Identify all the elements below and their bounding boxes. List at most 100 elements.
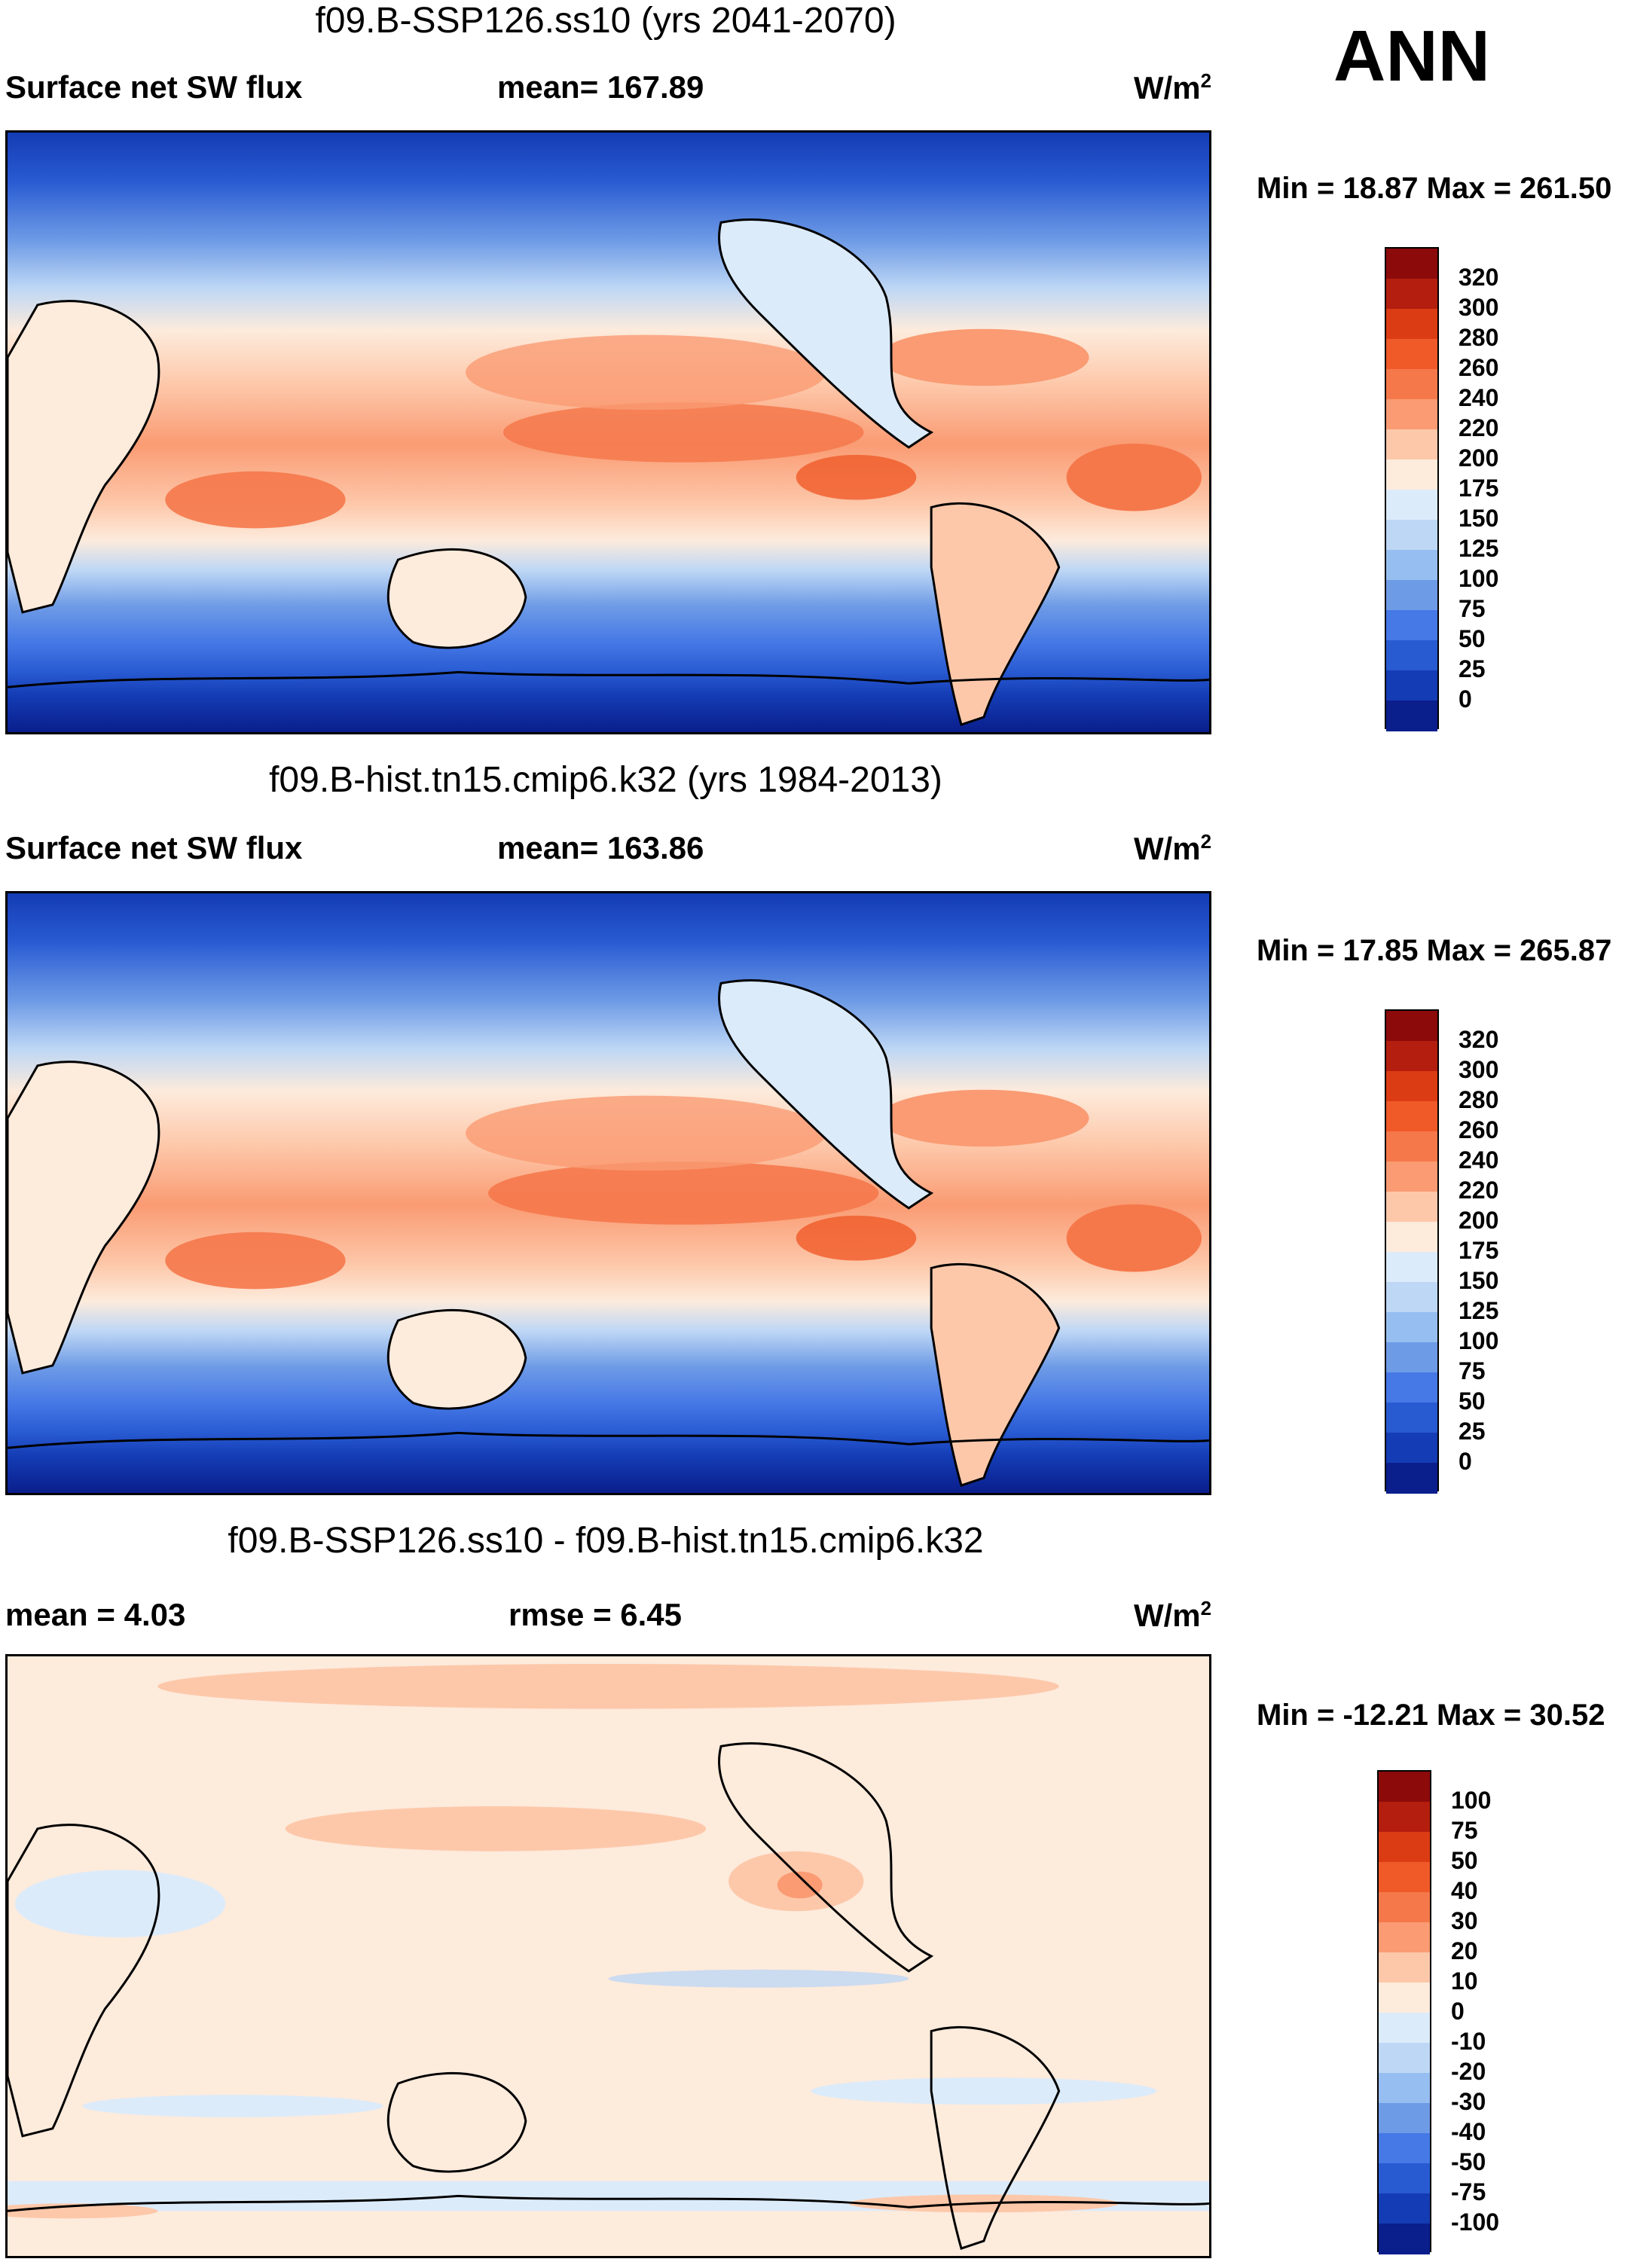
colorbar-segment	[1386, 369, 1437, 400]
colorbar-segment	[1386, 1101, 1437, 1132]
colorbar-tick-label: 100	[1459, 565, 1499, 592]
colorbar-tick-label: -20	[1451, 2058, 1486, 2085]
colorbar-tick-label: 125	[1459, 535, 1499, 562]
colorbar-tick-label: 75	[1451, 1817, 1478, 1844]
season-label: ANN	[1333, 16, 1490, 96]
panel-2-minmax: Min = 17.85 Max = 265.87	[1257, 934, 1612, 967]
colorbar-segment	[1386, 520, 1437, 551]
colorbar-segment	[1379, 1772, 1430, 1802]
panel-3-units: W/m2	[1134, 1597, 1212, 1633]
colorbar-tick-label: 280	[1459, 1086, 1499, 1113]
colorbar-segment	[1379, 2103, 1430, 2134]
colorbar-segment	[1386, 459, 1437, 490]
colorbar-tick-label: 200	[1459, 1207, 1499, 1234]
colorbar-segment	[1386, 1252, 1437, 1283]
panel-1-variable-label: Surface net SW flux	[5, 69, 303, 105]
colorbar-tick-label: 75	[1459, 1357, 1486, 1384]
colorbar-tick-label: 300	[1459, 1056, 1499, 1083]
panel-1-colorbar-box	[1385, 247, 1439, 731]
panel-1-mean-label: mean= 167.89	[497, 69, 704, 105]
colorbar-tick-label: -30	[1451, 2088, 1486, 2115]
colorbar-segment	[1386, 701, 1437, 731]
colorbar-segment	[1379, 2163, 1430, 2194]
colorbar-segment	[1386, 249, 1437, 279]
colorbar-tick-label: 175	[1459, 475, 1499, 502]
panel-1-minmax: Min = 18.87 Max = 261.50	[1257, 172, 1612, 205]
colorbar-segment	[1379, 2013, 1430, 2044]
colorbar-tick-label: -100	[1451, 2208, 1500, 2236]
colorbar-segment	[1386, 1433, 1437, 1464]
colorbar-segment	[1386, 1192, 1437, 1223]
colorbar-segment	[1379, 1892, 1430, 1923]
colorbar-tick-label: 50	[1451, 1847, 1478, 1874]
colorbar-tick-label: 150	[1459, 1267, 1499, 1294]
colorbar-tick-label: 0	[1459, 1448, 1472, 1475]
colorbar-tick-label: 280	[1459, 324, 1499, 351]
colorbar-segment	[1379, 2224, 1430, 2254]
colorbar-tick-label: 30	[1451, 1907, 1478, 1934]
colorbar-tick-label: 50	[1459, 625, 1486, 652]
colorbar-tick-label: 320	[1459, 264, 1499, 291]
colorbar-segment	[1386, 1372, 1437, 1403]
colorbar-segment	[1386, 1161, 1437, 1192]
colorbar-tick-label: -40	[1451, 2118, 1486, 2145]
colorbar-tick-label: 50	[1459, 1387, 1486, 1415]
panel-1-colorbar: 320 300 280 260 240 220 200 175 150 125 100 75 50 25 0	[1385, 247, 1558, 731]
colorbar-segment	[1386, 429, 1437, 460]
colorbar-tick-label: 150	[1459, 505, 1499, 532]
colorbar-tick-label: -75	[1451, 2178, 1486, 2205]
panel-1-map-svg	[8, 133, 1209, 732]
colorbar-tick-label: 260	[1459, 1116, 1499, 1143]
panel-3-rmse-label: rmse = 6.45	[509, 1597, 683, 1632]
colorbar-segment	[1386, 1131, 1437, 1162]
panel-2-colorbar: 320 300 280 260 240 220 200 175 150 125 100 75 50 25 0	[1385, 1009, 1558, 1494]
colorbar-tick-label: 0	[1451, 1998, 1465, 2025]
colorbar-tick-label: -50	[1451, 2148, 1486, 2175]
colorbar-tick-label: 260	[1459, 354, 1499, 381]
panel-1-units: W/m2	[1134, 69, 1212, 105]
panel-3-mean-label: mean = 4.03	[5, 1597, 186, 1632]
colorbar-segment	[1379, 2073, 1430, 2104]
panel-2-title: f09.B-hist.tn15.cmip6.k32 (yrs 1984-2013…	[269, 760, 942, 800]
colorbar-segment	[1379, 1922, 1430, 1953]
panel-3-map	[5, 1654, 1211, 2258]
colorbar-segment	[1386, 1222, 1437, 1253]
colorbar-segment	[1379, 1802, 1430, 1833]
colorbar-tick-label: 220	[1459, 414, 1499, 441]
colorbar-segment	[1379, 1862, 1430, 1893]
colorbar-tick-label: 25	[1459, 655, 1486, 682]
panel-2-mean-label: mean= 163.86	[497, 830, 704, 865]
colorbar-tick-label: -10	[1451, 2028, 1486, 2055]
colorbar-segment	[1379, 2193, 1430, 2224]
colorbar-segment	[1386, 1463, 1437, 1494]
colorbar-segment	[1386, 339, 1437, 370]
colorbar-segment	[1386, 640, 1437, 671]
colorbar-tick-label: 0	[1459, 685, 1472, 713]
colorbar-tick-label: 300	[1459, 294, 1499, 321]
panel-3-colorbar: 100 75 50 40 30 20 10 0 -10 -20 -30 -40 -50 -75 -100	[1377, 1770, 1558, 2254]
panel-3-colorbar-box	[1377, 1770, 1431, 2254]
colorbar-tick-label: 200	[1459, 444, 1499, 472]
colorbar-tick-label: 20	[1451, 1937, 1478, 1964]
colorbar-segment	[1379, 2133, 1430, 2164]
colorbar-tick-label: 100	[1451, 1787, 1492, 1814]
panel-2-colorbar-box	[1385, 1009, 1439, 1494]
colorbar-tick-label: 240	[1459, 1146, 1499, 1174]
colorbar-tick-label: 320	[1459, 1026, 1499, 1053]
colorbar-segment	[1379, 1832, 1430, 1863]
colorbar-segment	[1386, 490, 1437, 520]
colorbar-segment	[1386, 1041, 1437, 1072]
colorbar-segment	[1386, 610, 1437, 641]
panel-3-map-svg	[8, 1656, 1209, 2256]
colorbar-segment	[1386, 279, 1437, 310]
panel-1-title: f09.B-SSP126.ss10 (yrs 2041-2070)	[315, 1, 896, 41]
colorbar-tick-label: 25	[1459, 1418, 1486, 1445]
colorbar-segment	[1386, 1403, 1437, 1433]
colorbar-segment	[1386, 550, 1437, 581]
panel-3-title: f09.B-SSP126.ss10 - f09.B-hist.tn15.cmip…	[228, 1521, 984, 1561]
colorbar-segment	[1386, 309, 1437, 340]
colorbar-segment	[1386, 670, 1437, 701]
colorbar-tick-label: 10	[1451, 1967, 1478, 1995]
panel-3-minmax: Min = -12.21 Max = 30.52	[1257, 1699, 1605, 1732]
colorbar-segment	[1386, 580, 1437, 611]
